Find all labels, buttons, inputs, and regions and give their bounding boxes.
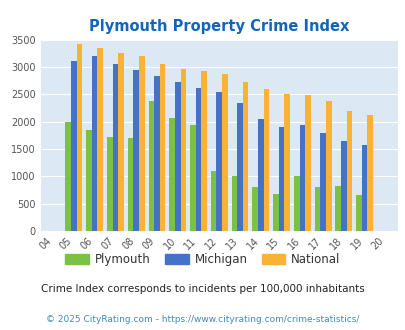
Bar: [263, 89, 269, 231]
Bar: [154, 76, 159, 231]
Bar: [92, 56, 97, 231]
Bar: [361, 145, 367, 231]
Bar: [175, 82, 180, 231]
Legend: Plymouth, Michigan, National: Plymouth, Michigan, National: [61, 248, 344, 271]
Bar: [128, 138, 133, 231]
Bar: [86, 130, 92, 231]
Bar: [242, 82, 248, 231]
Bar: [299, 125, 305, 231]
Bar: [237, 103, 242, 231]
Bar: [77, 44, 82, 231]
Bar: [314, 187, 320, 231]
Bar: [107, 137, 112, 231]
Bar: [325, 101, 331, 231]
Bar: [222, 74, 227, 231]
Bar: [148, 101, 154, 231]
Bar: [367, 115, 372, 231]
Bar: [195, 88, 201, 231]
Bar: [71, 61, 77, 231]
Bar: [190, 125, 195, 231]
Bar: [159, 64, 165, 231]
Bar: [97, 49, 103, 231]
Bar: [320, 133, 325, 231]
Bar: [216, 92, 222, 231]
Bar: [346, 111, 352, 231]
Bar: [278, 127, 284, 231]
Bar: [355, 195, 361, 231]
Bar: [273, 194, 278, 231]
Bar: [335, 186, 340, 231]
Text: Crime Index corresponds to incidents per 100,000 inhabitants: Crime Index corresponds to incidents per…: [41, 284, 364, 294]
Bar: [293, 176, 299, 231]
Bar: [65, 122, 71, 231]
Bar: [284, 94, 289, 231]
Bar: [169, 118, 175, 231]
Bar: [133, 70, 139, 231]
Bar: [340, 141, 346, 231]
Bar: [257, 119, 263, 231]
Title: Plymouth Property Crime Index: Plymouth Property Crime Index: [89, 19, 349, 34]
Bar: [201, 71, 207, 231]
Bar: [252, 187, 257, 231]
Text: © 2025 CityRating.com - https://www.cityrating.com/crime-statistics/: © 2025 CityRating.com - https://www.city…: [46, 315, 359, 324]
Bar: [231, 176, 237, 231]
Bar: [305, 95, 310, 231]
Bar: [180, 69, 185, 231]
Bar: [112, 64, 118, 231]
Bar: [210, 171, 216, 231]
Bar: [118, 53, 124, 231]
Bar: [139, 56, 144, 231]
